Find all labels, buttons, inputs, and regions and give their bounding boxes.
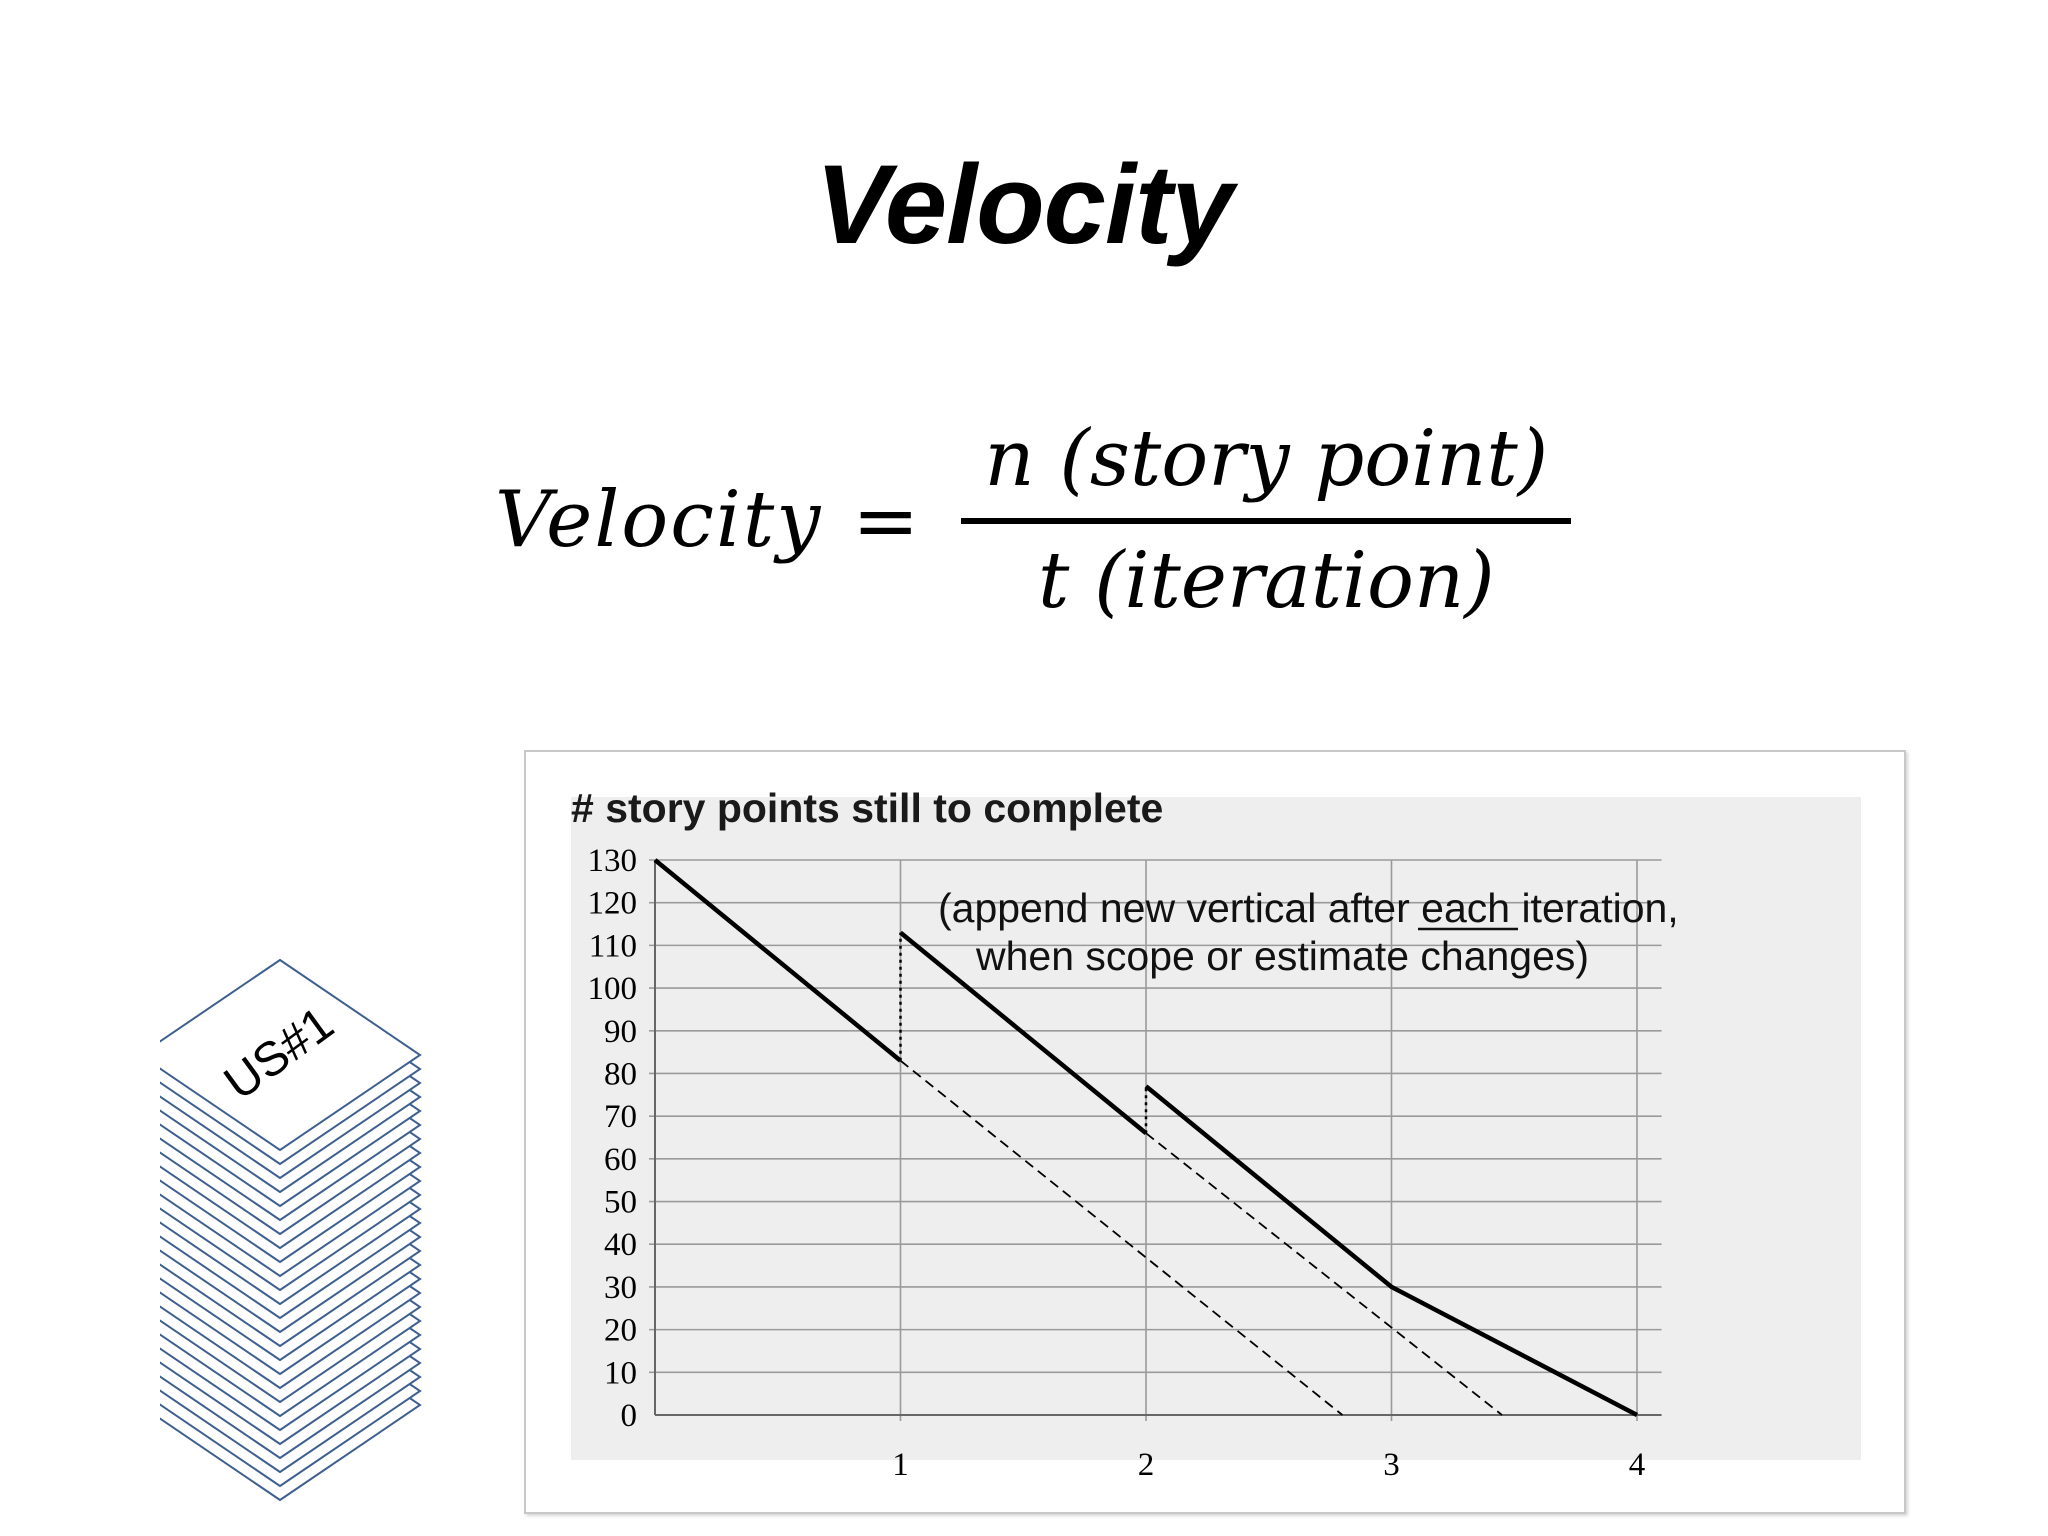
- burndown-series-solid: [899, 930, 1148, 1135]
- burndown-series-dashed: [1145, 1132, 1503, 1416]
- formula-denominator: t (iteration): [1037, 536, 1495, 626]
- y-tick-label: 40: [604, 1227, 637, 1263]
- y-tick-label: 0: [621, 1398, 638, 1434]
- fraction-bar: [961, 518, 1572, 524]
- slide-title: Velocity: [815, 142, 1233, 267]
- x-tick-label: 4: [1629, 1447, 1646, 1483]
- card-stack-illustration: US#1: [138, 958, 422, 1502]
- y-tick-label: 50: [604, 1185, 637, 1221]
- annotation-line-1: (append new vertical after each iteratio…: [938, 885, 1679, 931]
- chart-title: # story points still to complete: [571, 785, 1163, 831]
- y-tick-label: 70: [604, 1099, 637, 1135]
- annotation-line-2: when scope or estimate changes): [975, 933, 1589, 979]
- y-tick-label: 30: [604, 1270, 637, 1306]
- burndown-series-solid: [653, 858, 902, 1063]
- formula-fraction: n (story point) t (iteration): [961, 414, 1572, 626]
- y-tick-label: 90: [604, 1014, 637, 1050]
- x-tick-label: 2: [1138, 1447, 1155, 1483]
- y-tick-label: 110: [589, 928, 637, 964]
- formula-lhs: Velocity: [495, 475, 823, 565]
- y-tick-label: 100: [588, 971, 638, 1007]
- burndown-series-dashed: [899, 1059, 1343, 1416]
- y-tick-label: 130: [588, 843, 638, 879]
- burndown-series-solid: [1144, 1084, 1639, 1417]
- y-tick-label: 20: [604, 1313, 637, 1349]
- burndown-chart: 0 10 20 30 40 50 60 70 80 90 100 110 120 130 1 2 3 4 # sto…: [571, 785, 1861, 1483]
- y-tick-label: 10: [604, 1355, 637, 1391]
- velocity-formula: Velocity = n (story point) t (iteration): [495, 395, 1572, 645]
- y-tick-label: 80: [604, 1056, 637, 1092]
- user-story-card-stack: US#1: [138, 950, 460, 1530]
- formula-equals-sign: =: [852, 473, 920, 567]
- burndown-chart-frame: 0 10 20 30 40 50 60 70 80 90 100 110 120 130 1 2 3 4 # sto…: [524, 750, 1906, 1514]
- x-tick-label: 1: [892, 1447, 909, 1483]
- plot-background: [571, 797, 1861, 1460]
- x-tick-label: 3: [1383, 1447, 1400, 1483]
- y-tick-label: 60: [604, 1142, 637, 1178]
- y-tick-label: 120: [588, 886, 638, 922]
- top-user-story-card: [138, 958, 422, 1152]
- formula-numerator: n (story point): [984, 414, 1549, 504]
